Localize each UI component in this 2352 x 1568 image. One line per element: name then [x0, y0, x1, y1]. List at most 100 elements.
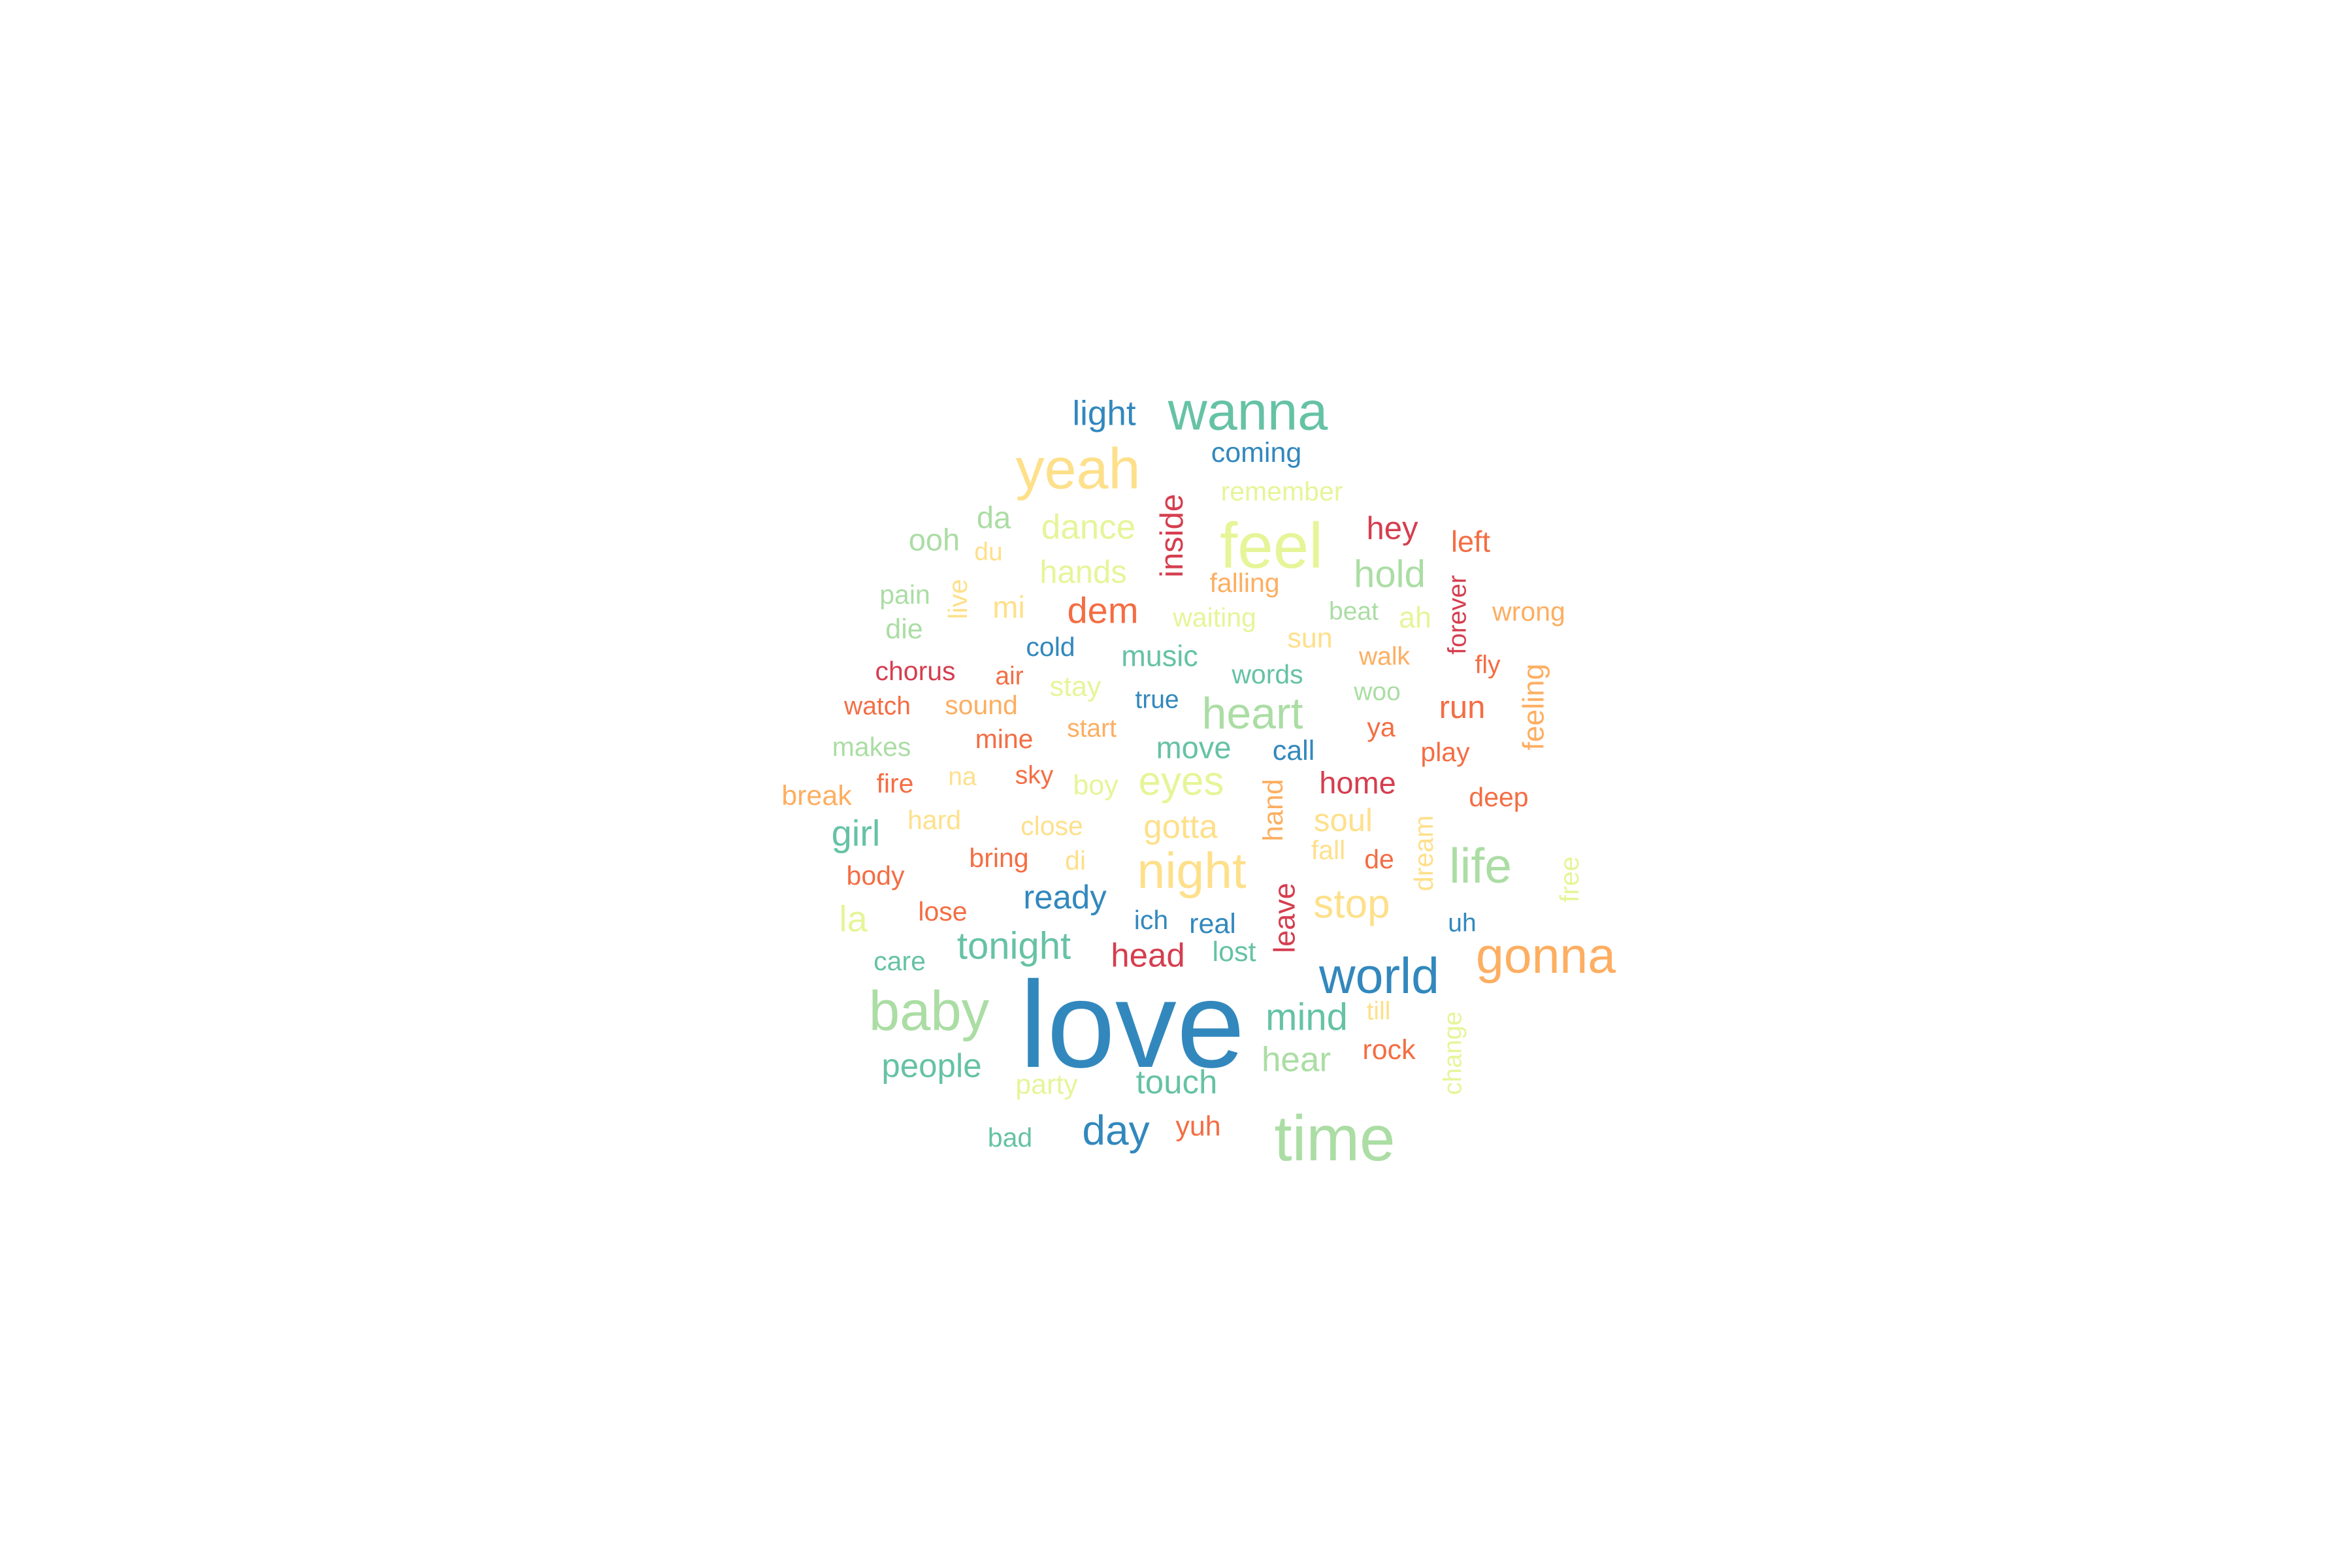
word-fly: fly [1475, 651, 1501, 679]
word-true: true [1135, 686, 1179, 714]
word-dem: dem [1068, 590, 1139, 631]
word-hey: hey [1366, 511, 1418, 546]
word-heart: heart [1202, 689, 1303, 738]
word-die: die [885, 613, 923, 645]
word-live: live [943, 579, 973, 619]
word-bad: bad [988, 1122, 1032, 1152]
word-falling: falling [1209, 568, 1279, 598]
word-close: close [1021, 811, 1083, 841]
word-ready: ready [1023, 879, 1107, 916]
word-words: words [1231, 659, 1303, 689]
word-head: head [1111, 937, 1184, 974]
word-hold: hold [1354, 553, 1426, 596]
word-sun: sun [1287, 623, 1332, 654]
word-de: de [1364, 844, 1394, 874]
word-home: home [1319, 766, 1396, 800]
word-lose: lose [918, 896, 967, 926]
word-break: break [781, 780, 852, 811]
word-mine: mine [975, 724, 1034, 754]
word-soul: soul [1314, 803, 1373, 838]
word-mi: mi [992, 590, 1025, 625]
word-touch: touch [1136, 1064, 1218, 1101]
word-body: body [847, 860, 905, 890]
word-la: la [839, 898, 868, 939]
word-ich: ich [1134, 905, 1168, 935]
word-girl: girl [832, 813, 881, 854]
word-play: play [1420, 737, 1470, 767]
word-du: du [974, 538, 1002, 566]
word-lost: lost [1213, 936, 1256, 968]
word-dream: dream [1409, 815, 1439, 891]
word-ooh: ooh [909, 523, 960, 557]
word-beat: beat [1329, 598, 1379, 626]
word-waiting: waiting [1172, 602, 1256, 632]
word-hard: hard [907, 805, 961, 835]
word-world: world [1318, 948, 1439, 1004]
word-bring: bring [969, 843, 1028, 873]
word-hear: hear [1262, 1041, 1331, 1079]
word-wanna: wanna [1168, 381, 1328, 442]
word-remember: remember [1221, 476, 1343, 506]
word-love: love [1020, 956, 1245, 1093]
word-dance: dance [1041, 508, 1135, 547]
word-stop: stop [1313, 882, 1390, 927]
word-baby: baby [869, 981, 990, 1043]
word-move: move [1156, 730, 1232, 765]
word-stay: stay [1050, 671, 1102, 702]
word-yuh: yuh [1175, 1111, 1220, 1142]
word-start: start [1067, 715, 1117, 743]
word-free: free [1554, 857, 1584, 903]
word-yeah: yeah [1016, 436, 1141, 501]
word-day: day [1082, 1107, 1149, 1154]
word-feel: feel [1220, 510, 1323, 581]
word-boy: boy [1073, 770, 1119, 801]
word-na: na [948, 763, 977, 791]
word-music: music [1121, 640, 1198, 673]
word-mind: mind [1266, 996, 1348, 1039]
word-forever: forever [1444, 575, 1472, 654]
word-change: change [1439, 1011, 1467, 1095]
word-rock: rock [1362, 1034, 1416, 1066]
word-night: night [1137, 843, 1247, 899]
word-woo: woo [1353, 678, 1401, 706]
word-uh: uh [1448, 909, 1476, 938]
word-till: till [1367, 998, 1391, 1026]
word-gonna: gonna [1476, 928, 1616, 984]
word-walk: walk [1358, 643, 1411, 671]
word-hand: hand [1258, 779, 1289, 841]
word-coming: coming [1211, 437, 1302, 468]
word-light: light [1072, 395, 1136, 433]
word-inside: inside [1154, 494, 1190, 578]
word-time: time [1274, 1102, 1395, 1174]
word-di: di [1065, 845, 1086, 875]
word-care: care [874, 946, 926, 976]
word-chorus: chorus [875, 656, 955, 686]
word-people: people [881, 1047, 981, 1085]
word-pain: pain [879, 580, 930, 610]
word-ah: ah [1399, 601, 1431, 634]
word-feeling: feeling [1517, 664, 1550, 751]
word-wrong: wrong [1492, 596, 1565, 627]
word-hands: hands [1039, 555, 1127, 590]
word-party: party [1015, 1069, 1078, 1100]
word-fall: fall [1311, 835, 1345, 865]
word-tonight: tonight [957, 925, 1071, 968]
word-makes: makes [832, 732, 911, 762]
word-da: da [977, 500, 1011, 535]
word-sound: sound [945, 690, 1018, 720]
word-eyes: eyes [1139, 759, 1224, 804]
word-life: life [1449, 838, 1512, 893]
word-cold: cold [1026, 632, 1075, 662]
word-call: call [1273, 735, 1315, 766]
word-air: air [995, 662, 1023, 691]
word-real: real [1189, 908, 1236, 939]
word-leave: leave [1268, 883, 1301, 953]
word-fire: fire [877, 768, 914, 798]
word-run: run [1439, 690, 1486, 725]
word-left: left [1451, 525, 1491, 559]
word-watch: watch [843, 693, 911, 721]
word-ya: ya [1367, 712, 1396, 742]
word-gotta: gotta [1143, 808, 1218, 845]
word-sky: sky [1015, 762, 1054, 790]
